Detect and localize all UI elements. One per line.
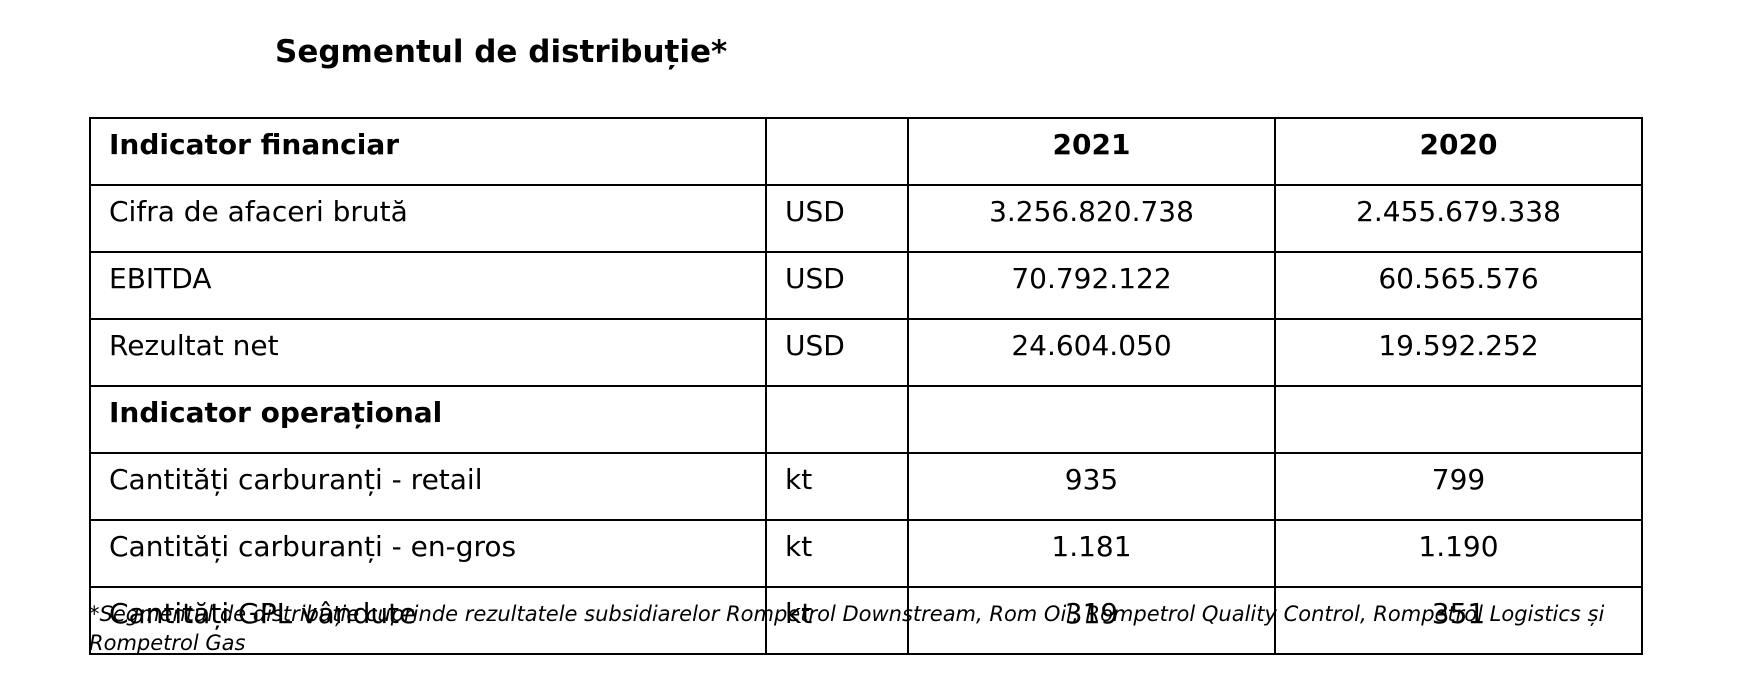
operational-header-2021 (907, 385, 1276, 454)
row-unit: USD (765, 318, 909, 387)
table-row: Rezultat net USD 24.604.050 19.592.252 (89, 318, 1643, 387)
row-label: Rezultat net (89, 318, 767, 387)
operational-header-label: Indicator operațional (89, 385, 767, 454)
row-value-2020: 351 (1274, 586, 1643, 655)
distribution-table: Indicator financiar 2021 2020 Cifra de a… (89, 117, 1643, 655)
header-year-2020: 2020 (1274, 117, 1643, 186)
row-label: Cifra de afaceri brută (89, 184, 767, 253)
row-value-2021: 24.604.050 (907, 318, 1276, 387)
row-unit: kt (765, 452, 909, 521)
row-label: Cantități carburanți - en-gros (89, 519, 767, 588)
row-value-2020: 60.565.576 (1274, 251, 1643, 320)
row-unit: kt (765, 586, 909, 655)
row-value-2021: 3.256.820.738 (907, 184, 1276, 253)
table-row: Cantități carburanți - retail kt 935 799 (89, 452, 1643, 521)
row-label: Cantități carburanți - retail (89, 452, 767, 521)
table-row: Cifra de afaceri brută USD 3.256.820.738… (89, 184, 1643, 253)
row-value-2020: 799 (1274, 452, 1643, 521)
header-unit (765, 117, 909, 186)
page-title: Segmentul de distribuție* (275, 34, 728, 70)
operational-header-unit (765, 385, 909, 454)
table-row: Cantități GPL vândute kt 319 351 (89, 586, 1643, 655)
row-unit: USD (765, 184, 909, 253)
row-unit: USD (765, 251, 909, 320)
header-year-2021: 2021 (907, 117, 1276, 186)
row-unit: kt (765, 519, 909, 588)
row-label: EBITDA (89, 251, 767, 320)
table-header-row: Indicator financiar 2021 2020 (89, 117, 1643, 186)
row-value-2020: 19.592.252 (1274, 318, 1643, 387)
table-row: Cantități carburanți - en-gros kt 1.181 … (89, 519, 1643, 588)
header-label: Indicator financiar (89, 117, 767, 186)
row-value-2021: 70.792.122 (907, 251, 1276, 320)
row-value-2020: 1.190 (1274, 519, 1643, 588)
row-value-2021: 1.181 (907, 519, 1276, 588)
table-row: EBITDA USD 70.792.122 60.565.576 (89, 251, 1643, 320)
operational-header-2020 (1274, 385, 1643, 454)
row-label: Cantități GPL vândute (89, 586, 767, 655)
row-value-2020: 2.455.679.338 (1274, 184, 1643, 253)
footnote: *Segmentul de distribuție cuprinde rezul… (89, 602, 1605, 655)
row-value-2021: 319 (907, 586, 1276, 655)
row-value-2021: 935 (907, 452, 1276, 521)
operational-header-row: Indicator operațional (89, 385, 1643, 454)
